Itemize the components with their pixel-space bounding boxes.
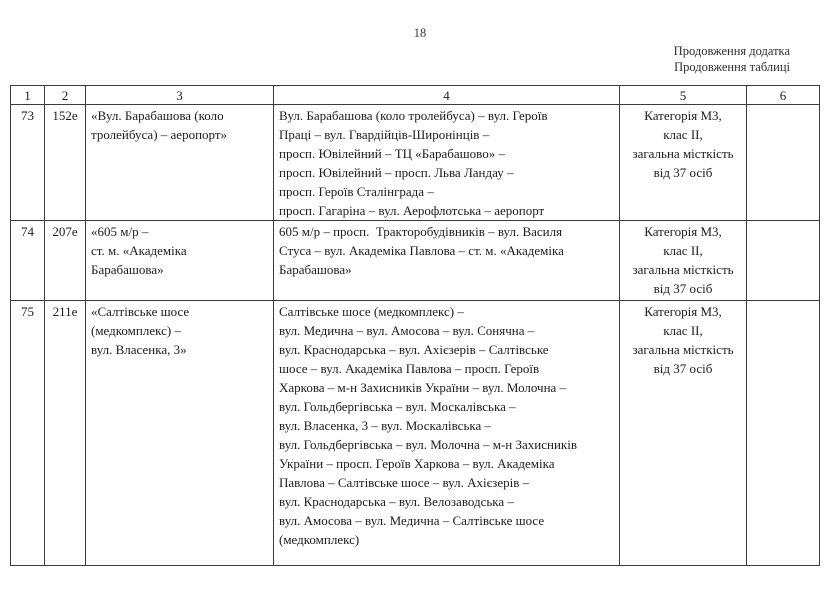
column-header-2: 2	[44, 85, 86, 105]
column-header-3: 3	[85, 85, 274, 105]
notes-cell	[746, 220, 820, 301]
continuation-line-appendix: Продовження додатка	[673, 44, 790, 58]
route-code-cell: 152е	[44, 104, 86, 221]
notes-cell	[746, 300, 820, 566]
category-cell: Категорія М3, клас II, загальна місткіст…	[619, 220, 747, 301]
category-cell: Категорія М3, клас II, загальна місткіст…	[619, 104, 747, 221]
route-name-cell: «Вул. Барабашова (коло тролейбуса) – аер…	[85, 104, 274, 221]
route-name-cell: «605 м/р – ст. м. «Академіка Барабашова»	[85, 220, 274, 301]
column-header-4: 4	[273, 85, 620, 105]
continuation-note: Продовження додатка Продовження таблиці	[674, 43, 790, 75]
table-row: 75 211е «Салтівське шосе (медкомплекс) –…	[10, 300, 820, 566]
table-row: 73 152е «Вул. Барабашова (коло тролейбус…	[10, 104, 820, 221]
routes-table: 1 2 3 4 5 6 73 152е «Вул. Барабашова (ко…	[10, 85, 820, 566]
page-number: 18	[413, 26, 427, 40]
row-number-cell: 75	[10, 300, 45, 566]
column-header-6: 6	[746, 85, 820, 105]
row-number-cell: 74	[10, 220, 45, 301]
category-cell: Категорія М3, клас II, загальна місткіст…	[619, 300, 747, 566]
column-header-1: 1	[10, 85, 45, 105]
table-row: 74 207е «605 м/р – ст. м. «Академіка Бар…	[10, 220, 820, 301]
continuation-line-table: Продовження таблиці	[674, 60, 790, 74]
table-header-row: 1 2 3 4 5 6	[10, 85, 820, 105]
route-path-cell: Салтівське шосе (медкомплекс) – вул. Мед…	[273, 300, 620, 566]
column-header-5: 5	[619, 85, 747, 105]
row-number-cell: 73	[10, 104, 45, 221]
route-code-cell: 207е	[44, 220, 86, 301]
route-code-cell: 211е	[44, 300, 86, 566]
route-name-cell: «Салтівське шосе (медкомплекс) – вул. Вл…	[85, 300, 274, 566]
route-path-cell: 605 м/р – просп. Тракторобудівників – ву…	[273, 220, 620, 301]
route-path-cell: Вул. Барабашова (коло тролейбуса) – вул.…	[273, 104, 620, 221]
notes-cell	[746, 104, 820, 221]
